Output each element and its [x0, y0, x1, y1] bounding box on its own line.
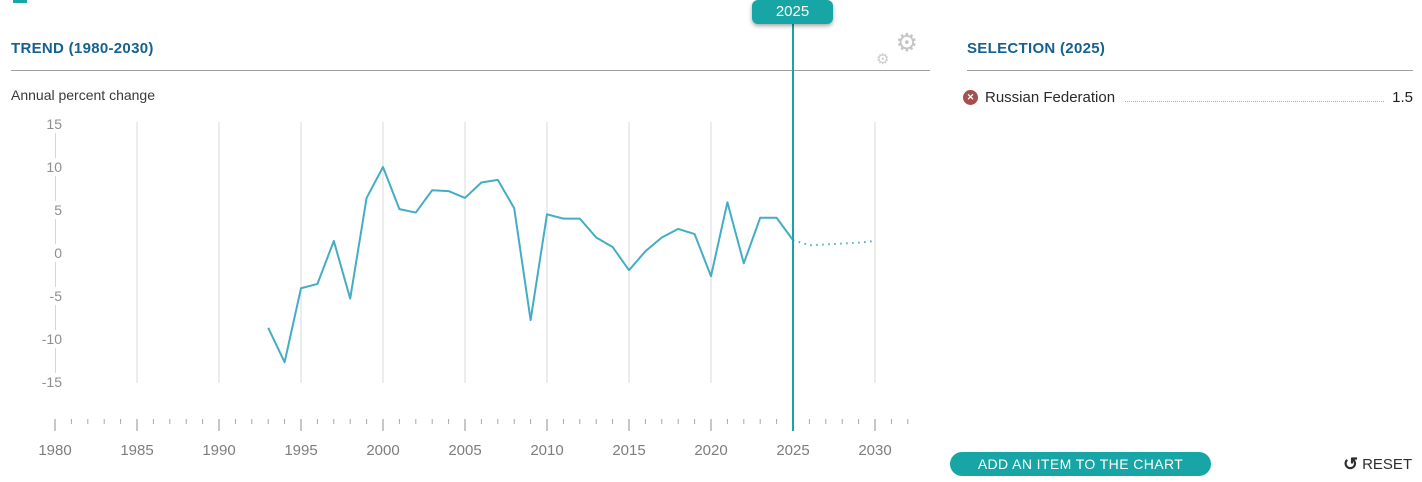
y-tick-label: -5	[50, 288, 63, 304]
selection-title: SELECTION (2025)	[967, 40, 1106, 57]
selection-row: ✕ Russian Federation 1.5	[963, 87, 1413, 107]
chart-unit-label: Annual percent change	[11, 87, 155, 103]
y-tick-label: -10	[42, 331, 62, 347]
trend-line[interactable]	[267, 166, 794, 364]
add-item-button[interactable]: ADD AN ITEM TO THE CHART	[950, 452, 1211, 476]
selection-item-label: Russian Federation	[985, 88, 1116, 106]
reset-button[interactable]: ↺ RESET	[1343, 453, 1412, 475]
gear-icon: ⚙	[895, 29, 918, 57]
settings-gears-icon[interactable]: ⚙ ⚙	[874, 29, 920, 68]
reset-label: RESET	[1362, 455, 1413, 473]
gear-icon: ⚙	[876, 51, 890, 68]
x-tick-label: 1995	[284, 442, 317, 459]
x-tick-label: 2020	[694, 442, 727, 459]
remove-item-icon[interactable]: ✕	[963, 89, 978, 105]
y-tick-label: 15	[46, 116, 62, 132]
x-tick-label: 2030	[858, 442, 891, 459]
x-tick-label: 2015	[612, 442, 645, 459]
y-tick-label: 0	[54, 245, 62, 261]
x-tick-label: 2000	[366, 442, 399, 459]
selection-header: SELECTION (2025)	[967, 40, 1413, 71]
trend-header: TREND (1980-2030)	[11, 40, 930, 71]
x-tick-label: 1980	[38, 442, 71, 459]
y-tick-label: 5	[54, 202, 62, 218]
y-tick-label: 10	[46, 159, 62, 175]
x-tick-label: 1990	[202, 442, 235, 459]
y-tick-label: -15	[42, 374, 62, 390]
x-tick-label: 2010	[530, 442, 563, 459]
x-tick-label: 2005	[448, 442, 481, 459]
dotted-leader	[1125, 101, 1385, 102]
x-tick-label: 2025	[776, 442, 809, 459]
trend-chart[interactable]: 15 10 5 0 -5 -10 -15 1980 1985 1990 1995 2000 2005 20…	[0, 0, 940, 482]
cropped-toolbar-icon	[13, 0, 27, 3]
selection-item-value: 1.5	[1392, 88, 1413, 106]
year-marker-badge[interactable]: 2025	[752, 0, 833, 24]
trend-title: TREND (1980-2030)	[11, 40, 154, 57]
x-tick-label: 1985	[120, 442, 153, 459]
reset-icon: ↺	[1343, 454, 1359, 474]
projection-line[interactable]	[792, 239, 876, 247]
